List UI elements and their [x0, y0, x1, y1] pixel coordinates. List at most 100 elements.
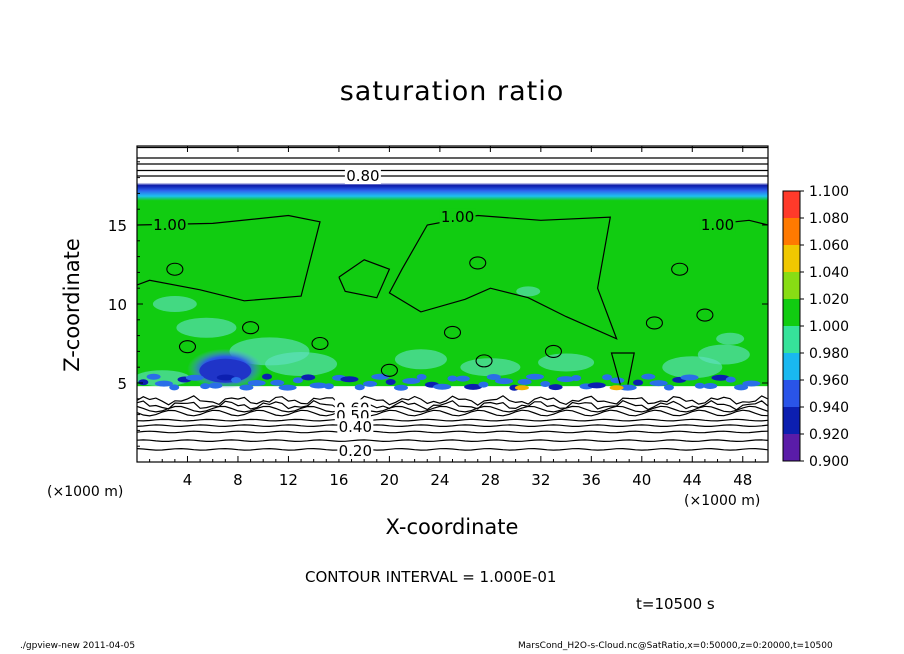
contour-line-lower [137, 430, 768, 434]
cloud-base-cell [185, 374, 204, 381]
contour-line-lower [137, 418, 768, 422]
cloud-base-cell [649, 380, 668, 387]
cloud-base-cell [711, 374, 730, 381]
colorbar-label: 1.000 [809, 319, 849, 335]
cloud-base-cell [464, 383, 483, 390]
contour-line-lower [137, 439, 768, 443]
cloud-base-cell [340, 376, 359, 383]
y-tick-label: 5 [117, 375, 127, 393]
x-tick-label: 8 [233, 471, 243, 489]
contour-label-bg [337, 441, 374, 459]
contour-line-lower [137, 447, 768, 451]
subsaturated-patch [152, 296, 197, 312]
subsaturated-patch [716, 332, 745, 345]
colorbar-label: 1.040 [809, 265, 849, 281]
cloud-base-cell [309, 382, 328, 389]
contour-island [166, 262, 184, 276]
subsaturated-patch [538, 353, 595, 372]
colorbar-label: 1.080 [809, 211, 849, 227]
cloud-base-cell [247, 380, 266, 387]
contour-island [696, 308, 714, 322]
cloud-base-cell [742, 380, 761, 387]
cloud-base-cell [641, 373, 656, 380]
cloud-base-cell [734, 384, 749, 391]
cloud-base-cell [371, 373, 390, 380]
x-tick-label: 12 [279, 471, 298, 489]
colorbar-segment [783, 407, 800, 434]
x-unit-label-left: (×1000 m) [47, 484, 124, 500]
cloud-base-cell [602, 374, 613, 381]
cloud-base-cell [208, 382, 223, 389]
cloud-base-cell [540, 380, 551, 387]
x-tick-label: 4 [183, 471, 193, 489]
cloud-base-cell [663, 384, 674, 391]
cloud-base-cell [447, 375, 458, 382]
colorbar-segment [783, 245, 800, 272]
cloud-base-cell [618, 384, 637, 391]
contour-island [311, 336, 329, 351]
contour-interval-note: CONTOUR INTERVAL = 1.000E-01 [305, 568, 557, 586]
colorbar-label: 0.920 [809, 427, 849, 443]
colorbar: 0.900 0.920 0.940 0.960 0.980 1.000 1.020 1.040… [782, 184, 849, 470]
colorbar-segment [783, 191, 800, 218]
cloud-base-cell [323, 383, 334, 390]
cloud-base-cell [385, 378, 396, 385]
time-label: t=10500 s [636, 595, 715, 613]
cloud-base-cell [138, 379, 149, 386]
cloud-base-cell [200, 383, 211, 390]
cloud-base-cell [495, 378, 514, 385]
subsaturated-patch [176, 317, 237, 338]
footer-right: MarsCond_H2O-s-Cloud.nc@SatRatio,x=0:500… [518, 641, 833, 651]
contour-island [178, 340, 197, 354]
x-tick-label: 40 [632, 471, 651, 489]
cloud-base-cell [169, 384, 180, 391]
cold-blob-core [199, 358, 252, 383]
contour-line-lower [137, 424, 768, 428]
contour-line-1-00 [338, 259, 391, 299]
colorbar-segment [783, 272, 800, 299]
cloud-base-cell [261, 373, 272, 380]
colorbar-segment [783, 299, 800, 326]
colorbar-label: 0.960 [809, 373, 849, 389]
colorbar-segment [783, 380, 800, 407]
cloud-base-cell [216, 374, 235, 381]
contour-label: 0.80 [346, 167, 379, 185]
cloud-base-cell [486, 373, 501, 380]
colorbar-label: 0.940 [809, 400, 849, 416]
contour-labels: 0.801.001.001.000.600.500.400.20 [151, 167, 736, 460]
x-axis-label: X-coordinate [385, 515, 519, 539]
contour-line-lower [137, 405, 768, 413]
colorbar-segment [783, 434, 800, 461]
cloud-base-cell [292, 377, 303, 384]
x-tick-label: 28 [481, 471, 500, 489]
cloud-base-cell [525, 373, 544, 380]
plot-area [137, 146, 768, 462]
subsaturated-patch [516, 286, 541, 297]
colorbar-segment [783, 218, 800, 245]
cloud-base-cell [455, 375, 470, 382]
contour-island [544, 344, 563, 358]
supersaturated-spot [609, 385, 624, 391]
cloud-base-cell [363, 380, 378, 387]
cloud-base-cell [278, 384, 297, 391]
x-tick-label: 20 [380, 471, 399, 489]
x-tick-label: 24 [430, 471, 449, 489]
cloud-base-cell [146, 373, 161, 380]
colorbar-label: 1.020 [809, 292, 849, 308]
footer-left: ./gpview-new 2011-04-05 [20, 641, 136, 651]
colorbar-segment [783, 326, 800, 353]
contour-label: 1.00 [701, 216, 734, 234]
subsaturated-patch [460, 358, 521, 377]
x-tick-label: 32 [531, 471, 550, 489]
contour-line-1-00 [388, 214, 618, 340]
chart-title: saturation ratio [339, 76, 565, 107]
subsaturated-patch [394, 349, 447, 370]
cloud-base-cell [402, 378, 421, 385]
colorbar-label: 1.060 [809, 238, 849, 254]
contour-label-bg [699, 216, 736, 233]
contour-island [475, 354, 493, 368]
colorbar-label: 0.900 [809, 454, 849, 470]
cloud-base-cell [270, 379, 285, 386]
x-tick-label: 36 [582, 471, 601, 489]
